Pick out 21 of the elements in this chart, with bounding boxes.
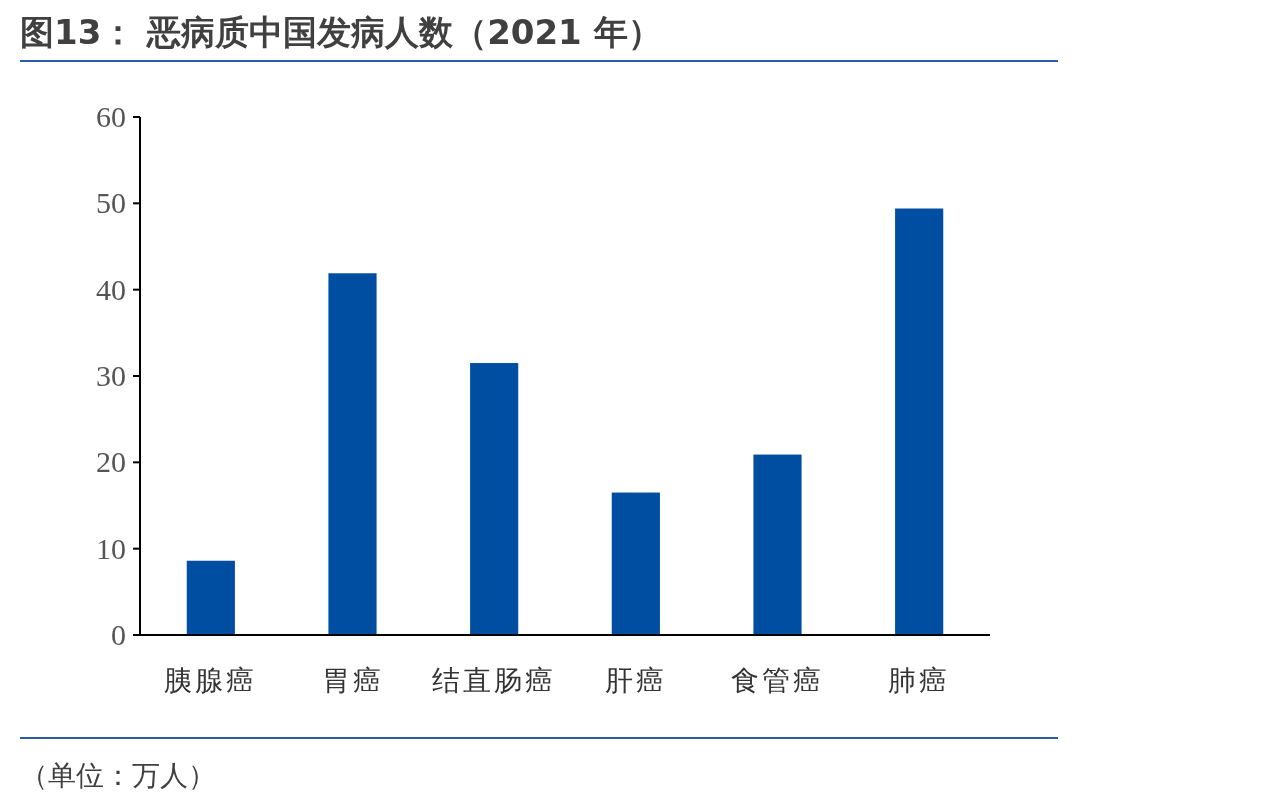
x-tick-label: 食管癌 <box>731 665 824 696</box>
bar <box>611 492 660 635</box>
y-tick-label: 50 <box>96 186 126 220</box>
y-tick-label: 40 <box>96 272 126 306</box>
y-tick-label: 60 <box>96 100 126 133</box>
chart-title: 图13： 恶病质中国发病人数（2021 年） <box>20 12 662 52</box>
bar <box>186 560 235 635</box>
x-tick-label: 结直肠癌 <box>432 665 557 696</box>
y-tick-label: 0 <box>111 618 126 651</box>
y-tick-label: 30 <box>96 359 126 392</box>
y-tick-label: 10 <box>96 531 126 565</box>
bar <box>753 454 802 635</box>
x-tick-label: 肝癌 <box>604 665 667 696</box>
bar <box>328 273 377 635</box>
x-tick-label: 胃癌 <box>321 665 384 696</box>
bar <box>470 363 519 635</box>
bar <box>895 208 944 635</box>
x-tick-label: 肺癌 <box>888 665 951 696</box>
y-tick-label: 20 <box>96 445 126 479</box>
x-tick-label: 胰腺癌 <box>164 665 258 696</box>
text: （单位：万人） <box>20 759 216 792</box>
